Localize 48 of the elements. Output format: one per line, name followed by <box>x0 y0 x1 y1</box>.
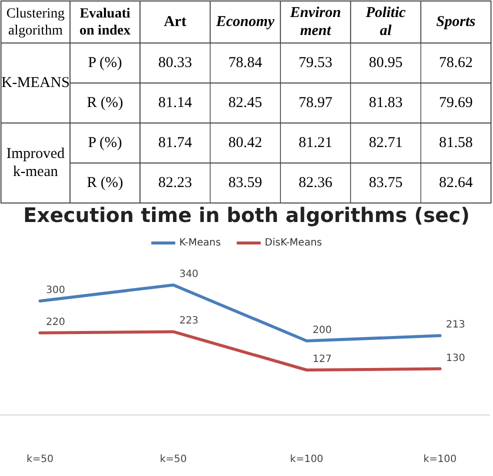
data-label: 81.14 <box>158 95 192 111</box>
x-tick-label: Political <box>366 5 406 39</box>
chart-title: Execution time in both algorithms (sec) <box>23 203 470 227</box>
legend-label: K-Means <box>179 238 221 248</box>
data-label: 130 <box>446 352 466 364</box>
data-label: 81.74 <box>158 135 192 151</box>
text: Evaluation index <box>80 6 130 38</box>
x-tick-label: k=50 <box>160 454 187 465</box>
data-label: 79.53 <box>298 55 332 71</box>
data-label: 300 <box>46 284 66 296</box>
data-label: 81.58 <box>439 135 473 151</box>
legend-label: DisK-Means <box>264 238 322 248</box>
data-label: 223 <box>179 316 198 327</box>
x-tick-label: k=50 <box>26 454 54 465</box>
data-label: 80.95 <box>368 55 403 71</box>
y2-tick-label: Improved k-mean <box>6 146 66 180</box>
x-tick-label: Environment <box>289 5 341 39</box>
data-label: 82.64 <box>439 175 474 191</box>
x-tick-label: Sports <box>436 14 476 30</box>
data-label: 127 <box>312 354 332 365</box>
data-label: 81.83 <box>368 95 403 111</box>
data-label: 79.69 <box>439 95 473 111</box>
data-label: 340 <box>179 269 198 280</box>
data-label: 83.75 <box>368 175 403 191</box>
data-label: 81.21 <box>298 135 332 151</box>
data-label: 82.23 <box>158 175 192 191</box>
x-tick-label: Economy <box>215 14 275 30</box>
text: Clustering algorithm <box>6 6 65 38</box>
data-label: 80.42 <box>228 135 262 151</box>
data-label: 78.62 <box>439 55 473 71</box>
x-tick-label: k=100 <box>423 454 457 465</box>
y-tick-label: P (%) <box>88 55 122 71</box>
data-label: 82.71 <box>368 135 403 151</box>
data-label: 80.33 <box>158 55 192 71</box>
y-tick-label: R (%) <box>86 95 124 111</box>
data-label: 78.84 <box>228 55 263 71</box>
data-label: 200 <box>312 324 332 336</box>
y2-tick-label: K-MEANS <box>1 75 70 91</box>
data-label: 82.45 <box>228 95 262 111</box>
y-tick-label: R (%) <box>86 175 124 191</box>
data-label: 82.36 <box>298 175 333 191</box>
data-label: 220 <box>46 316 66 328</box>
data-label: 83.59 <box>228 175 262 191</box>
data-label: 213 <box>446 320 466 331</box>
x-tick-label: k=100 <box>290 454 324 465</box>
x-tick-label: Art <box>164 14 186 30</box>
y-tick-label: P (%) <box>88 135 122 151</box>
data-label: 78.97 <box>298 95 333 111</box>
